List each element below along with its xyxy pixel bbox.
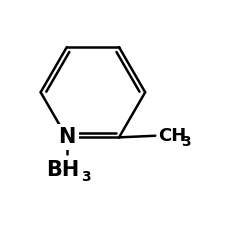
Text: 3: 3	[181, 135, 191, 149]
Text: 3: 3	[81, 170, 90, 184]
Text: N: N	[58, 127, 75, 147]
Text: CH: CH	[159, 127, 187, 145]
Text: BH: BH	[46, 160, 79, 180]
